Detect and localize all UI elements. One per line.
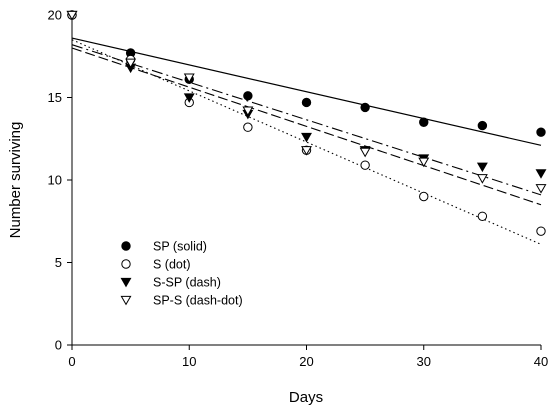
- fit-line: [71, 44, 542, 196]
- data-point: [183, 93, 195, 103]
- data-point: [360, 102, 370, 113]
- x-tick-label: 10: [182, 354, 196, 369]
- data-point: [301, 132, 312, 143]
- y-tick-label: 5: [55, 255, 62, 270]
- y-tick-label: 10: [48, 173, 62, 188]
- y-tick-label: 0: [55, 338, 62, 353]
- data-point: [535, 169, 547, 179]
- legend-marker: [120, 277, 132, 288]
- x-axis-label: Days: [289, 389, 323, 406]
- data-point: [419, 191, 429, 202]
- legend-marker: [121, 259, 131, 269]
- data-point: [243, 91, 253, 101]
- data-point: [301, 146, 312, 156]
- legend-label: SP-S (dash-dot): [153, 294, 243, 308]
- x-tick-label: 40: [534, 354, 548, 369]
- data-point: [419, 117, 429, 127]
- legend: SP (solid) S (dot) S-SP (dash) SP-S (dash-d…: [120, 240, 243, 308]
- data-point: [359, 147, 371, 158]
- fit-line: [71, 47, 542, 206]
- data-point: [536, 226, 546, 236]
- data-point: [242, 106, 254, 117]
- data-point: [125, 58, 137, 69]
- legend-marker: [120, 295, 132, 306]
- y-tick-label: 15: [48, 90, 62, 105]
- data-point: [536, 127, 546, 137]
- y-axis-label: Number surviving: [7, 122, 24, 239]
- data-point: [301, 97, 312, 108]
- data-point: [360, 160, 370, 170]
- data-point: [418, 157, 430, 168]
- y-tick-label: 20: [48, 8, 62, 23]
- data-point: [476, 162, 488, 173]
- fit-line: [71, 37, 542, 146]
- x-tick-label: 30: [417, 354, 431, 369]
- legend-marker: [121, 241, 131, 251]
- data-point: [183, 73, 195, 84]
- data-point: [243, 122, 253, 132]
- legend-label: SP (solid): [153, 240, 207, 254]
- data-point: [476, 174, 488, 184]
- data-points: [66, 10, 547, 236]
- data-point: [477, 211, 488, 222]
- legend-label: S (dot): [153, 258, 191, 272]
- legend-label: S-SP (dash): [153, 276, 221, 290]
- data-point: [66, 10, 78, 21]
- x-tick-label: 20: [299, 354, 313, 369]
- data-point: [477, 120, 488, 131]
- x-tick-label: 0: [68, 354, 75, 369]
- data-point: [535, 184, 547, 194]
- fit-lines: [71, 37, 542, 245]
